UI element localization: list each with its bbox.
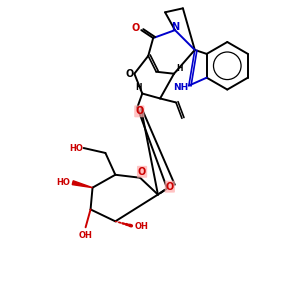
Text: H: H: [135, 83, 142, 92]
Text: HO: HO: [56, 178, 70, 187]
Text: OH: OH: [134, 222, 148, 231]
Text: N: N: [171, 22, 179, 32]
Text: O: O: [135, 106, 143, 116]
Text: NH: NH: [173, 83, 189, 92]
Text: O: O: [166, 182, 174, 192]
Text: O: O: [125, 69, 134, 79]
Text: H: H: [177, 64, 183, 73]
Text: O: O: [131, 23, 140, 33]
Text: HO: HO: [69, 143, 82, 152]
Text: OH: OH: [79, 231, 92, 240]
Polygon shape: [72, 181, 92, 188]
Text: O: O: [138, 167, 146, 177]
